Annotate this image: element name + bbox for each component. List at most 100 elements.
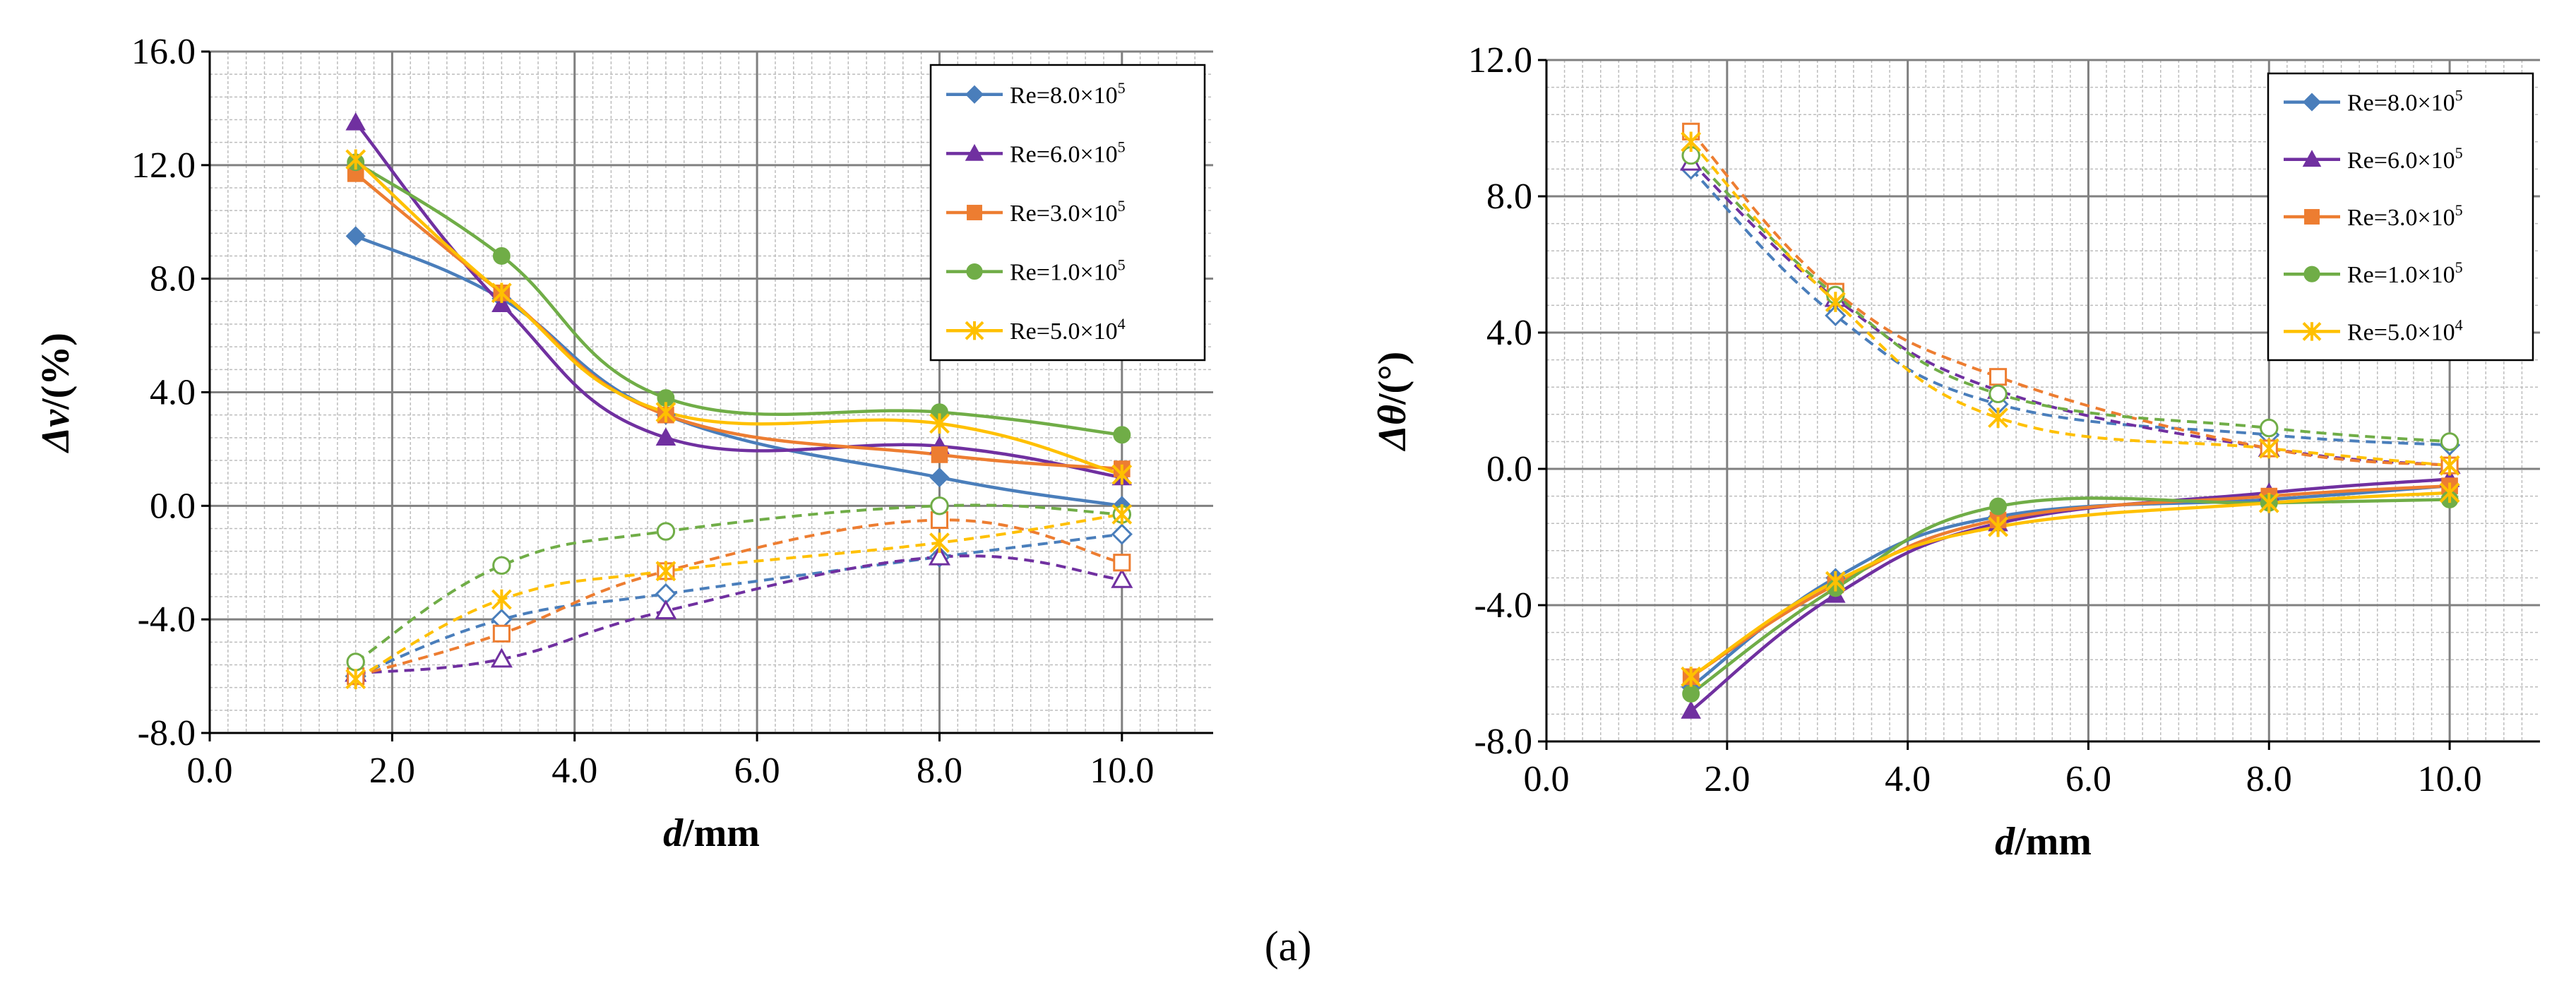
y-axis-title: Δθ/(°) [1371,352,1414,451]
legend-label: Re=3.0×105 [2347,201,2463,231]
data-point-circle [1113,426,1131,444]
y-tick-label: -8.0 [1474,722,1532,762]
data-point-diamond [1825,304,1847,326]
legend-marker-star [965,321,984,340]
data-point-star [929,413,950,434]
data-point-triangle [491,294,512,313]
series-line-diamond-dashed [354,532,1123,678]
legend-item: Re=1.0×105 [2284,258,2463,288]
data-point-triangle [655,600,677,620]
legend-item: Re=3.0×105 [2284,201,2463,231]
legend-label: Re=5.0×104 [1010,315,1126,345]
legend-marker-square [967,205,982,220]
series-line-square-solid [1690,484,2450,679]
y-tick-label: 8.0 [1486,177,1532,217]
data-point-diamond [929,467,950,488]
series-line-square-dashed [355,518,1123,678]
data-point-star [1111,503,1133,525]
x-tick-label: 10.0 [1090,751,1154,791]
data-point-star [1825,292,1846,312]
data-point-circle [2260,418,2279,438]
x-axis-title: d/mm [1995,820,2092,864]
data-point-triangle [1681,700,1701,719]
legend-label: Re=5.0×104 [2347,316,2463,345]
x-tick-label: 8.0 [2246,759,2292,799]
legend-marker-triangle [965,143,984,161]
y-tick-label: 12.0 [131,145,196,186]
x-tick-label: 6.0 [734,751,780,791]
legend-item: Re=6.0×105 [946,138,1126,167]
legend-item: Re=5.0×104 [2284,316,2463,345]
y-tick-label: 12.0 [1468,40,1532,80]
x-tick-label: 2.0 [1704,759,1750,799]
series-line-star-dashed [1690,141,2450,467]
x-tick-label: 8.0 [917,751,962,791]
data-point-star [2439,482,2460,503]
data-point-square [492,624,511,643]
series-line-circle-dashed [354,503,1122,664]
x-tick-label: 4.0 [1885,759,1931,799]
x-tick-label: 6.0 [2065,759,2111,799]
y-tick-label: 4.0 [150,373,196,413]
data-point-star [655,561,676,582]
y-tick-label: -4.0 [138,600,196,640]
data-point-circle [930,496,949,515]
data-point-star [491,589,512,610]
y-tick-label: 16.0 [131,32,196,72]
legend: Re=8.0×105 Re=6.0×105 Re=3.0×105 Re=1.0×105… [929,64,1206,362]
x-tick-label: 10.0 [2418,759,2482,799]
data-point-star [929,532,950,554]
chart-velocity-deviation: -8.0 -4.0 0.0 4.0 8.0 12.0 16.0 0.0 2.0 4.0 6.0 8.0… [34,32,1213,855]
data-point-triangle [1111,568,1133,588]
data-point-circle [492,556,511,575]
data-point-square [1113,554,1131,572]
panel-label: (a) [1265,923,1312,970]
data-point-triangle [928,545,951,566]
legend: Re=8.0×105 Re=6.0×105 Re=3.0×105 Re=1.0×105… [2267,72,2534,362]
series-line-triangle-dashed [355,554,1123,675]
legend-item: Re=8.0×105 [2284,87,2463,117]
data-point-triangle [490,648,513,668]
data-point-triangle [345,112,366,131]
data-point-circle [1989,497,2007,515]
data-point-triangle [655,427,676,446]
x-tick-label: 0.0 [187,751,233,791]
y-axis-title: Δv/(%) [34,333,78,453]
data-point-star [1681,666,1702,687]
data-point-star [2258,492,2279,513]
legend-marker-diamond [965,85,984,104]
data-point-star [1988,407,2008,429]
legend-marker-circle [966,263,983,280]
series-line-square-dashed [1690,130,2450,467]
data-point-circle [492,247,511,265]
legend-marker-triangle [2302,150,2322,167]
data-point-circle [346,652,365,672]
y-tick-label: -8.0 [138,713,196,753]
data-point-circle [2440,432,2459,451]
legend-marker-star [2302,321,2322,341]
chart-angle-deviation: -8.0 -4.0 0.0 4.0 8.0 12.0 0.0 2.0 4.0 6.0 8.0 10.0… [1371,40,2540,864]
legend-label: Re=3.0×105 [1010,197,1126,227]
legend-label: Re=1.0×105 [1010,256,1126,286]
legend-marker-diamond [2302,93,2322,112]
legend-label: Re=6.0×105 [2347,144,2463,174]
legend-label: Re=8.0×105 [2347,87,2463,117]
series-line-star-dashed [354,513,1123,681]
series-line-star-solid [1690,491,2450,679]
data-point-square [1988,368,2008,386]
legend-item: Re=6.0×105 [2284,144,2463,174]
data-point-circle [656,522,676,541]
series-markers [345,112,1133,690]
y-tick-label: 8.0 [150,259,196,299]
x-tick-label: 4.0 [551,751,597,791]
data-point-star [1988,516,2008,537]
data-point-circle [1988,384,2008,404]
data-point-star [655,402,676,423]
legend-label: Re=1.0×105 [2347,258,2463,288]
y-tick-label: -4.0 [1474,585,1532,626]
x-tick-label: 2.0 [369,751,415,791]
legend-item: Re=5.0×104 [946,315,1126,345]
y-tick-label: 4.0 [1486,313,1532,353]
legend-item: Re=1.0×105 [946,256,1126,286]
